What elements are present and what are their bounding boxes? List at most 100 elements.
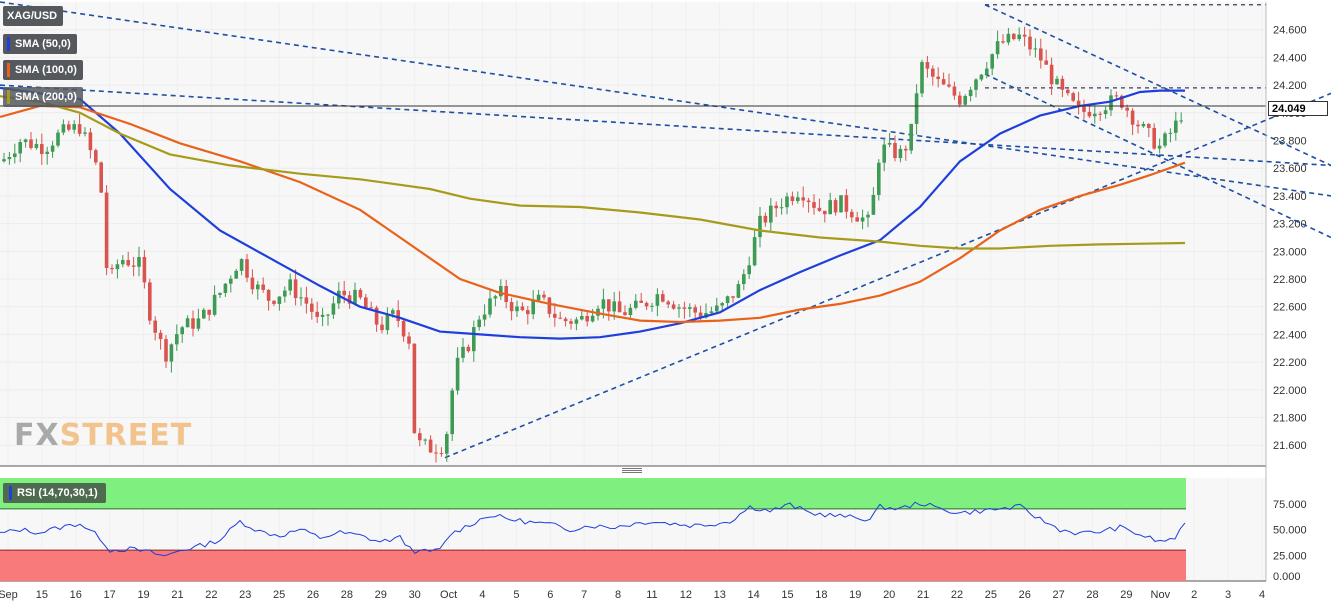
time-tick-label: 17 [104, 589, 116, 601]
candle-body [887, 142, 892, 145]
candle-body [148, 282, 152, 321]
candle-body [353, 289, 357, 304]
time-tick-label: 15 [781, 589, 793, 601]
price-tick-label: 21.800 [1273, 413, 1307, 425]
candle-body [299, 297, 303, 299]
candle-body [1163, 133, 1167, 146]
candle-body [477, 319, 481, 328]
candle-body [736, 284, 741, 298]
candle-body [785, 196, 789, 208]
candle-body [126, 260, 130, 266]
candle-body [396, 310, 400, 321]
time-tick-label: 16 [70, 589, 82, 601]
candle-body [1157, 145, 1162, 149]
time-tick-label: 22 [205, 589, 217, 601]
time-tick-label: Sep [0, 589, 18, 601]
price-tick-label: 24.200 [1273, 80, 1307, 92]
time-tick-label: 5 [513, 589, 519, 601]
candle-body [974, 79, 978, 90]
sma200-legend[interactable]: SMA (200,0) [3, 87, 83, 107]
candle-body [229, 278, 233, 284]
sma100-swatch [7, 63, 10, 77]
candle-body [1001, 41, 1005, 43]
candle-body [747, 265, 751, 275]
time-tick-label: 13 [714, 589, 726, 601]
candle-body [531, 300, 535, 315]
candle-body [315, 311, 319, 317]
sma50-legend[interactable]: SMA (50,0) [3, 34, 77, 54]
price-tick-label: 22.200 [1273, 357, 1307, 369]
candle-body [1120, 95, 1124, 108]
candle-body [763, 215, 768, 223]
time-tick-label: 28 [1086, 589, 1098, 601]
candle-body [1093, 113, 1097, 117]
candle-body [806, 200, 811, 203]
candle-body [715, 305, 719, 312]
candle-body [472, 327, 476, 352]
time-tick-label: 15 [36, 589, 48, 601]
candle-body [212, 294, 217, 315]
candle-body [450, 390, 454, 435]
candle-body [1044, 60, 1048, 65]
candle-body [488, 298, 492, 315]
candle-body [104, 192, 109, 269]
candle-body [418, 433, 422, 441]
time-tick-label: 26 [1019, 589, 1031, 601]
candle-body [88, 132, 93, 151]
trendline [444, 92, 1331, 459]
time-tick-label: 14 [747, 589, 759, 601]
time-tick-label: 4 [1259, 589, 1265, 601]
candle-body [796, 197, 800, 202]
candle-body [1109, 95, 1113, 111]
pane-resize-handle[interactable] [622, 468, 642, 474]
candle-body [677, 307, 681, 309]
candle-body [914, 93, 919, 124]
candle-body [790, 196, 795, 202]
candle-body [374, 307, 379, 325]
candle-body [153, 320, 157, 333]
sma100-legend[interactable]: SMA (100,0) [3, 60, 83, 80]
candle-body [569, 321, 573, 324]
candle-body [364, 297, 368, 308]
candle-body [310, 303, 314, 312]
time-tick-label: 11 [646, 589, 657, 601]
candle-body [617, 301, 622, 313]
price-tick-label: 23.600 [1273, 163, 1307, 175]
price-tick-label: 22.000 [1273, 385, 1307, 397]
time-tick-label: 29 [1120, 589, 1132, 601]
candle-body [1017, 34, 1021, 40]
candle-body [698, 312, 703, 318]
candle-body [823, 210, 827, 215]
time-tick-label: 28 [341, 589, 353, 601]
candle-body [77, 124, 82, 134]
candle-body [688, 307, 692, 309]
candle-body [164, 339, 168, 362]
candle-body [515, 306, 519, 312]
candle-body [1087, 111, 1092, 117]
candle-body [601, 299, 606, 309]
candle-body [218, 292, 222, 295]
candle-body [439, 453, 444, 455]
candle-body [1033, 48, 1038, 50]
time-tick-label: 21 [171, 589, 183, 601]
candle-body [1114, 95, 1119, 97]
price-tick-label: 21.600 [1273, 440, 1307, 452]
candle-body [844, 195, 849, 212]
last-price-tag: 24.049 [1268, 101, 1328, 116]
time-tick-label: 12 [680, 589, 692, 601]
candle-body [963, 96, 967, 105]
candle-body [342, 290, 346, 296]
time-tick-label: Nov [1151, 589, 1171, 601]
candle-body [466, 346, 471, 352]
rsi-legend[interactable]: RSI (14,70,30,1) [3, 483, 106, 503]
fxstreet-watermark: FXSTREET [14, 418, 192, 453]
candle-body [1098, 113, 1102, 115]
candle-body [542, 294, 546, 298]
candle-body [1028, 36, 1032, 50]
candle-body [158, 332, 163, 340]
candle-body [936, 76, 940, 80]
rsi-tick-label: 0.000 [1273, 571, 1301, 583]
symbol-legend[interactable]: XAG/USD [3, 6, 64, 26]
candle-body [428, 439, 433, 453]
